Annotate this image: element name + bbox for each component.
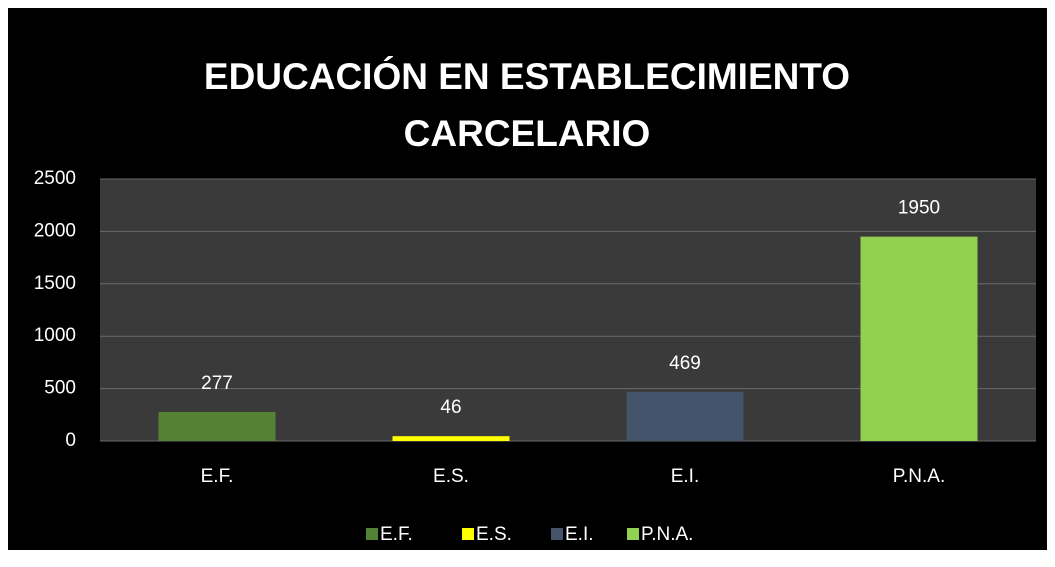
y-tick-label: 2500 <box>34 168 76 189</box>
data-label: 46 <box>440 397 461 418</box>
data-label: 469 <box>669 353 701 374</box>
y-tick-label: 2000 <box>34 220 76 241</box>
y-tick-label: 500 <box>44 378 76 399</box>
x-tick-label: E.I. <box>671 466 700 487</box>
x-tick-label: E.F. <box>201 466 234 487</box>
data-label: 277 <box>201 373 233 394</box>
legend-label: E.I. <box>565 524 594 545</box>
x-tick-label: P.N.A. <box>893 466 945 487</box>
legend-swatch <box>462 528 474 540</box>
legend-label: P.N.A. <box>641 524 693 545</box>
bar <box>392 436 510 441</box>
x-tick-label: E.S. <box>433 466 469 487</box>
legend-swatch <box>366 528 378 540</box>
legend-swatch <box>627 528 639 540</box>
y-tick-label: 0 <box>65 430 76 451</box>
legend-swatch <box>551 528 563 540</box>
bar <box>860 236 978 441</box>
data-label: 1950 <box>898 198 940 219</box>
bar <box>158 411 276 441</box>
legend-label: E.F. <box>380 524 413 545</box>
bar <box>626 391 744 441</box>
y-tick-label: 1500 <box>34 273 76 294</box>
y-tick-label: 1000 <box>34 325 76 346</box>
chart-title: EDUCACIÓN EN ESTABLECIMIENTO CARCELARIO <box>203 56 851 154</box>
legend-label: E.S. <box>476 524 512 545</box>
